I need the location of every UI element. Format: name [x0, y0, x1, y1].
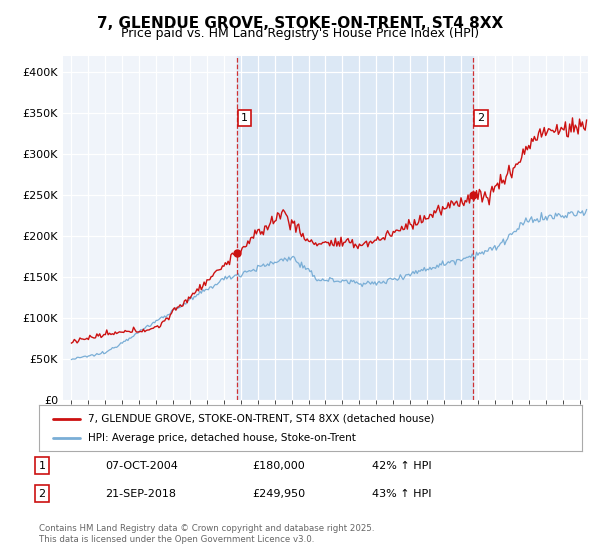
Text: 1: 1: [38, 461, 46, 471]
Text: HPI: Average price, detached house, Stoke-on-Trent: HPI: Average price, detached house, Stok…: [88, 433, 356, 443]
Text: 7, GLENDUE GROVE, STOKE-ON-TRENT, ST4 8XX: 7, GLENDUE GROVE, STOKE-ON-TRENT, ST4 8X…: [97, 16, 503, 31]
Text: £180,000: £180,000: [252, 461, 305, 471]
Text: 42% ↑ HPI: 42% ↑ HPI: [372, 461, 431, 471]
Text: 2: 2: [478, 113, 485, 123]
Text: Contains HM Land Registry data © Crown copyright and database right 2025.
This d: Contains HM Land Registry data © Crown c…: [39, 524, 374, 544]
Text: 7, GLENDUE GROVE, STOKE-ON-TRENT, ST4 8XX (detached house): 7, GLENDUE GROVE, STOKE-ON-TRENT, ST4 8X…: [88, 414, 434, 424]
Text: 07-OCT-2004: 07-OCT-2004: [105, 461, 178, 471]
Text: 43% ↑ HPI: 43% ↑ HPI: [372, 489, 431, 499]
Text: 2: 2: [38, 489, 46, 499]
Bar: [237, 56, 473, 400]
Text: Price paid vs. HM Land Registry's House Price Index (HPI): Price paid vs. HM Land Registry's House …: [121, 27, 479, 40]
Text: £249,950: £249,950: [252, 489, 305, 499]
Text: 1: 1: [241, 113, 248, 123]
Text: 21-SEP-2018: 21-SEP-2018: [105, 489, 176, 499]
